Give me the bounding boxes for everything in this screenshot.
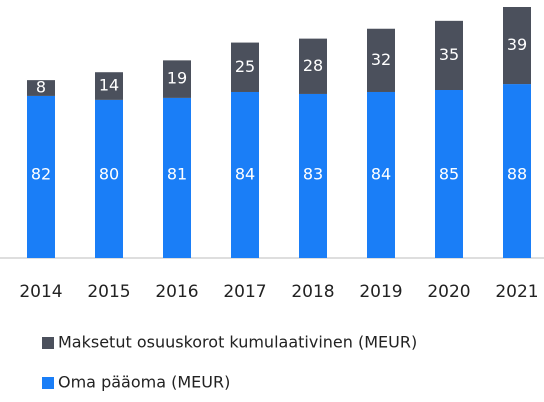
bar-segment <box>503 84 531 259</box>
x-tick-label: 2018 <box>291 282 334 302</box>
data-label: 14 <box>99 76 119 95</box>
bar-segment <box>27 80 55 96</box>
x-tick-label: 2017 <box>223 282 266 302</box>
legend-swatch <box>42 377 54 389</box>
data-label: 81 <box>167 165 187 184</box>
bar-segment <box>27 95 55 258</box>
data-label: 84 <box>371 165 391 184</box>
data-label: 19 <box>167 69 187 88</box>
data-label: 82 <box>31 165 51 184</box>
bar-segment <box>299 93 327 258</box>
data-label: 80 <box>99 165 119 184</box>
bar-segment <box>163 60 191 98</box>
x-tick-label: 2014 <box>19 282 62 302</box>
x-tick-label: 2021 <box>495 282 538 302</box>
data-label: 8 <box>36 78 46 97</box>
legend-label: Oma pääoma (MEUR) <box>58 373 230 392</box>
data-label: 28 <box>303 56 323 75</box>
bar-segment <box>299 38 327 94</box>
data-label: 88 <box>507 165 527 184</box>
bar-segment <box>231 91 259 258</box>
data-label: 32 <box>371 50 391 69</box>
data-label: 84 <box>235 165 255 184</box>
bar-segment <box>95 99 123 258</box>
x-tick-label: 2020 <box>427 282 470 302</box>
bar-segment <box>231 42 259 92</box>
bar-segment <box>367 91 395 258</box>
bar-segment <box>435 90 463 258</box>
legend-swatch <box>42 337 54 349</box>
bar-segment <box>95 72 123 100</box>
bar-segment <box>367 28 395 92</box>
data-label: 83 <box>303 165 323 184</box>
x-tick-label: 2015 <box>87 282 130 302</box>
bar-segment <box>503 7 531 85</box>
bar-segment <box>163 97 191 258</box>
data-label: 35 <box>439 45 459 64</box>
data-label: 39 <box>507 35 527 54</box>
data-label: 25 <box>235 57 255 76</box>
bar-segment <box>435 20 463 91</box>
x-tick-label: 2016 <box>155 282 198 302</box>
legend-label: Maksetut osuuskorot kumulaativinen (MEUR… <box>58 333 417 352</box>
data-label: 85 <box>439 165 459 184</box>
x-tick-label: 2019 <box>359 282 402 302</box>
